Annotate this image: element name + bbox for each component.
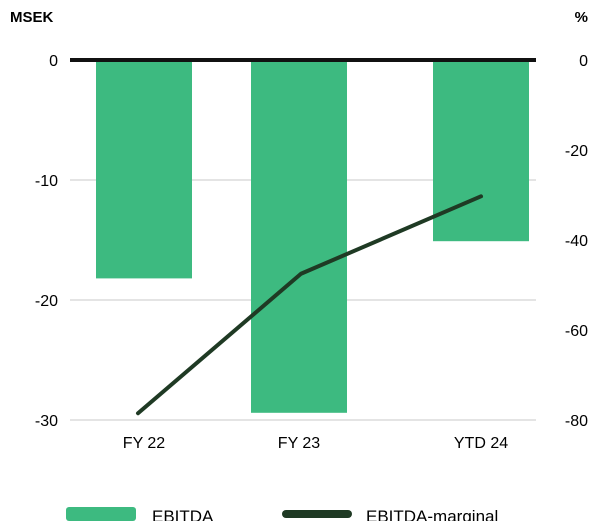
legend-label-ebitda-marginal: EBITDA-marginal bbox=[366, 507, 498, 521]
y-left-tick-label: -10 bbox=[35, 173, 58, 190]
x-tick-label: FY 22 bbox=[123, 435, 166, 452]
legend-label-ebitda: EBITDA bbox=[152, 507, 214, 521]
bar-series bbox=[96, 60, 529, 413]
line-series bbox=[136, 194, 483, 416]
y-right-ticks: 0 -20 -40 -60 -80 bbox=[565, 53, 588, 430]
y-right-axis-label: % bbox=[575, 9, 588, 26]
y-left-tick-label: -30 bbox=[35, 413, 58, 430]
y-left-tick-label: 0 bbox=[49, 53, 58, 70]
bar-ytd-24 bbox=[433, 60, 529, 242]
y-left-tick-label: -20 bbox=[35, 293, 58, 310]
y-right-tick-label: 0 bbox=[579, 53, 588, 70]
y-right-tick-label: -80 bbox=[565, 413, 588, 430]
y-right-tick-label: -40 bbox=[565, 233, 588, 250]
y-right-tick-label: -20 bbox=[565, 143, 588, 160]
bar-fy-23 bbox=[251, 60, 347, 413]
y-left-ticks: 0 -10 -20 -30 bbox=[35, 53, 58, 430]
legend: EBITDA EBITDA-marginal bbox=[66, 507, 498, 521]
x-ticks: FY 22 FY 23 YTD 24 bbox=[123, 435, 508, 452]
legend-swatch-ebitda-marginal bbox=[282, 510, 352, 518]
bar-fy-22 bbox=[96, 60, 192, 279]
legend-swatch-ebitda bbox=[66, 507, 136, 521]
y-left-axis-label: MSEK bbox=[10, 9, 54, 26]
x-tick-label: YTD 24 bbox=[454, 435, 508, 452]
y-right-tick-label: -60 bbox=[565, 323, 588, 340]
x-tick-label: FY 23 bbox=[278, 435, 321, 452]
